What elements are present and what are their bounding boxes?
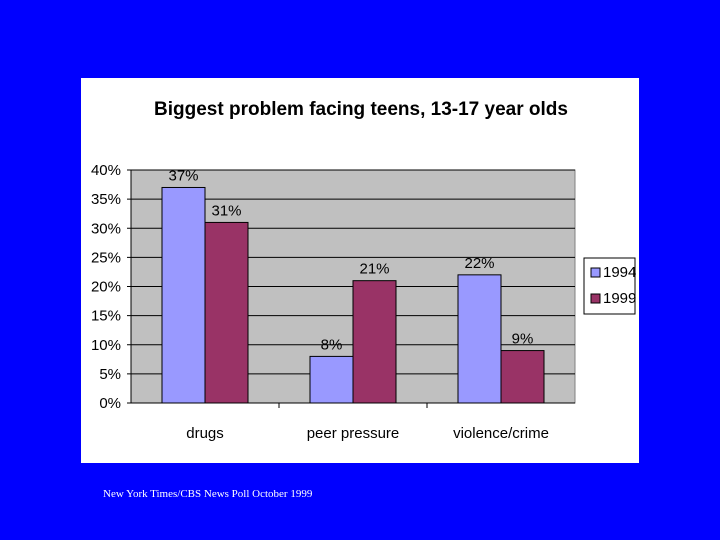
x-category-label: drugs <box>186 425 224 442</box>
legend-label-1994: 1994 <box>603 264 636 281</box>
bar-chart: Biggest problem facing teens, 13-17 year… <box>91 99 636 442</box>
source-note: New York Times/CBS News Poll October 199… <box>103 488 313 500</box>
chart-panel: Biggest problem facing teens, 13-17 year… <box>81 78 639 463</box>
bar-1994-violence-crime <box>457 274 502 404</box>
legend-label-1999: 1999 <box>603 290 636 307</box>
y-tick-label: 25% <box>91 249 121 266</box>
bar-1999-peer-pressure <box>352 280 397 404</box>
y-tick-label: 40% <box>91 162 121 179</box>
data-label: 37% <box>168 167 198 184</box>
legend-swatch-1999 <box>590 293 601 304</box>
y-tick-label: 0% <box>99 395 121 412</box>
y-tick-label: 10% <box>91 337 121 354</box>
bar-1999-violence-crime <box>500 350 545 404</box>
legend-swatch-1994 <box>590 267 601 278</box>
y-tick-label: 20% <box>91 279 121 296</box>
chart-title: Biggest problem facing teens, 13-17 year… <box>154 99 568 120</box>
bar-1994-peer-pressure <box>309 355 354 404</box>
x-category-label: peer pressure <box>307 425 400 442</box>
bar-1994-drugs <box>161 186 206 404</box>
legend-box <box>583 257 636 315</box>
y-tick-label: 30% <box>91 220 121 237</box>
data-label: 31% <box>211 202 241 219</box>
y-tick-label: 5% <box>99 366 121 383</box>
bar-1999-drugs <box>204 221 249 404</box>
data-label: 22% <box>464 255 494 272</box>
data-label: 8% <box>321 336 343 353</box>
data-label: 21% <box>359 261 389 278</box>
x-category-label: violence/crime <box>453 425 549 442</box>
data-label: 9% <box>512 331 534 348</box>
y-tick-label: 35% <box>91 191 121 208</box>
y-tick-label: 15% <box>91 308 121 325</box>
